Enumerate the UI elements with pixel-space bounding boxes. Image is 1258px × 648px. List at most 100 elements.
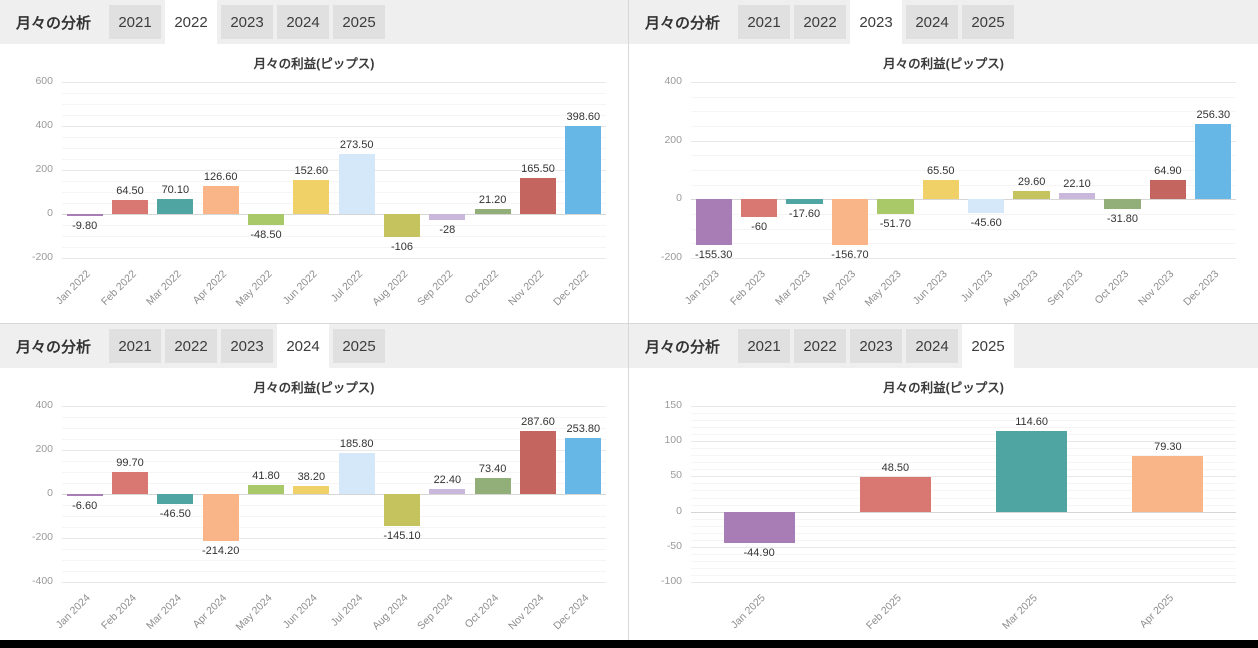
- bar-value-label: 273.50: [339, 138, 374, 151]
- tab-2023[interactable]: 2023: [221, 329, 274, 363]
- bar-jul-2023[interactable]: [968, 199, 1005, 213]
- tab-2025[interactable]: 2025: [962, 5, 1015, 39]
- tab-2021[interactable]: 2021: [738, 329, 791, 363]
- bar-jan-2025[interactable]: [723, 511, 795, 544]
- bar-nov-2023[interactable]: [1149, 180, 1187, 200]
- bar-aug-2022[interactable]: [383, 214, 421, 238]
- bar-nov-2024[interactable]: [519, 430, 557, 494]
- minor-gridline: [691, 553, 1236, 555]
- bar-jan-2023[interactable]: [695, 199, 732, 245]
- bar-oct-2024[interactable]: [474, 477, 511, 494]
- bar-oct-2022[interactable]: [474, 209, 511, 214]
- bar-apr-2025[interactable]: [1132, 455, 1204, 512]
- tab-2022[interactable]: 2022: [794, 329, 847, 363]
- analysis-panel-2024: 月々の分析 2021 2022 2023 2024 2025 月々の利益(ピップ…: [0, 324, 628, 648]
- major-gridline: [62, 126, 606, 127]
- bar-may-2022[interactable]: [247, 214, 285, 225]
- tab-2024[interactable]: 2024: [277, 5, 330, 39]
- zero-gridline: [62, 214, 606, 215]
- bar-value-label: 73.40: [478, 462, 507, 475]
- year-tabs: 2021 2022 2023 2024 2025: [738, 0, 1015, 44]
- minor-gridline: [691, 170, 1236, 171]
- bar-feb-2023[interactable]: [740, 199, 778, 217]
- bar-mar-2024[interactable]: [157, 494, 194, 505]
- tab-2025[interactable]: 2025: [333, 329, 386, 363]
- bar-value-label: 64.50: [116, 184, 144, 197]
- bar-sep-2023[interactable]: [1058, 192, 1096, 200]
- tab-2021[interactable]: 2021: [738, 5, 791, 39]
- tab-2021[interactable]: 2021: [109, 329, 162, 363]
- bar-may-2024[interactable]: [247, 484, 285, 494]
- tab-2022[interactable]: 2022: [794, 5, 847, 39]
- bar-dec-2022[interactable]: [565, 126, 602, 214]
- minor-gridline: [691, 532, 1236, 534]
- tab-2024[interactable]: 2024: [906, 5, 959, 39]
- tab-2022[interactable]: 2022: [165, 0, 218, 44]
- minor-gridline: [62, 115, 606, 116]
- bar-value-label: -46.50: [159, 508, 191, 521]
- x-axis-tick-label: Jun 2022: [280, 268, 320, 308]
- bar-sep-2024[interactable]: [429, 489, 466, 494]
- bar-jul-2022[interactable]: [338, 153, 375, 214]
- y-axis-tick-label: 400: [664, 75, 682, 87]
- bar-feb-2024[interactable]: [111, 472, 149, 494]
- x-axis-tick-label: Nov 2024: [506, 592, 547, 633]
- minor-gridline: [62, 571, 606, 572]
- chart-area: 月々の利益(ピップス) -100 -50 0 50 100 150 -44.90 Jan 20…: [629, 368, 1258, 648]
- bar-jul-2024[interactable]: [338, 453, 375, 494]
- y-axis-tick-label: 0: [47, 207, 53, 219]
- major-gridline: [691, 140, 1236, 142]
- y-axis-tick-label: 0: [676, 504, 682, 517]
- bar-dec-2024[interactable]: [565, 438, 602, 494]
- panel-header: 月々の分析 2021 2022 2023 2024 2025: [629, 324, 1258, 368]
- tab-2025[interactable]: 2025: [962, 324, 1015, 368]
- x-axis-tick-label: Jul 2023: [958, 268, 995, 305]
- bar-jan-2022[interactable]: [66, 214, 103, 217]
- bar-value-label: -106: [390, 241, 414, 254]
- y-axis-tick-label: 150: [664, 399, 682, 411]
- bottom-window-border: [0, 640, 1258, 648]
- bar-dec-2023[interactable]: [1195, 124, 1232, 200]
- bar-chart-2024[interactable]: -400 -200 0 200 400 -6.60 Jan 2024 99.70 Feb 202…: [32, 399, 606, 633]
- bar-jun-2023[interactable]: [922, 180, 959, 200]
- bar-feb-2025[interactable]: [859, 477, 931, 512]
- chart-title: 月々の利益(ピップス): [253, 381, 375, 395]
- minor-gridline: [62, 527, 606, 528]
- x-axis-tick-label: Mar 2025: [1000, 592, 1041, 632]
- major-gridline: [62, 450, 606, 451]
- bar-apr-2023[interactable]: [831, 199, 869, 246]
- bar-value-label: 38.20: [297, 470, 326, 483]
- tab-2023[interactable]: 2023: [850, 0, 903, 44]
- bar-chart-2025[interactable]: -100 -50 0 50 100 150 -44.90 Jan 2025 48.50 Feb 2…: [661, 399, 1236, 632]
- bar-may-2023[interactable]: [877, 199, 914, 215]
- bar-chart-2022[interactable]: -200 0 200 400 600 -9.80 Jan 2022 64.50 Feb 2022…: [32, 75, 606, 309]
- x-axis-tick-label: Feb 2025: [863, 592, 904, 632]
- tab-2021[interactable]: 2021: [109, 5, 162, 39]
- bar-sep-2022[interactable]: [429, 214, 466, 221]
- tab-2023[interactable]: 2023: [850, 329, 903, 363]
- bar-nov-2022[interactable]: [519, 177, 557, 214]
- bar-mar-2022[interactable]: [157, 198, 194, 214]
- bar-mar-2025[interactable]: [996, 430, 1068, 512]
- bar-apr-2024[interactable]: [202, 494, 239, 542]
- bar-oct-2023[interactable]: [1104, 199, 1141, 209]
- major-gridline: [691, 582, 1236, 583]
- tab-2025[interactable]: 2025: [333, 5, 386, 39]
- bar-feb-2022[interactable]: [111, 199, 149, 214]
- y-axis-tick-label: 50: [670, 469, 682, 482]
- bar-jun-2022[interactable]: [293, 180, 330, 214]
- bar-apr-2022[interactable]: [202, 186, 239, 214]
- tab-2024[interactable]: 2024: [277, 324, 330, 368]
- tab-2024[interactable]: 2024: [906, 329, 959, 363]
- bar-aug-2023[interactable]: [1013, 190, 1050, 200]
- x-axis-tick-label: Oct 2024: [462, 592, 502, 631]
- y-axis-tick-label: -100: [660, 575, 682, 587]
- bar-chart-2023[interactable]: -200 0 200 400 -155.30 Jan 2023 -60 Feb 2023 -17…: [661, 75, 1236, 309]
- minor-gridline: [691, 184, 1236, 186]
- bar-jun-2024[interactable]: [293, 485, 330, 494]
- bar-aug-2024[interactable]: [383, 494, 421, 526]
- bar-mar-2023[interactable]: [786, 199, 823, 205]
- tab-2022[interactable]: 2022: [165, 329, 218, 363]
- tab-2023[interactable]: 2023: [221, 5, 274, 39]
- bar-jan-2024[interactable]: [66, 494, 103, 496]
